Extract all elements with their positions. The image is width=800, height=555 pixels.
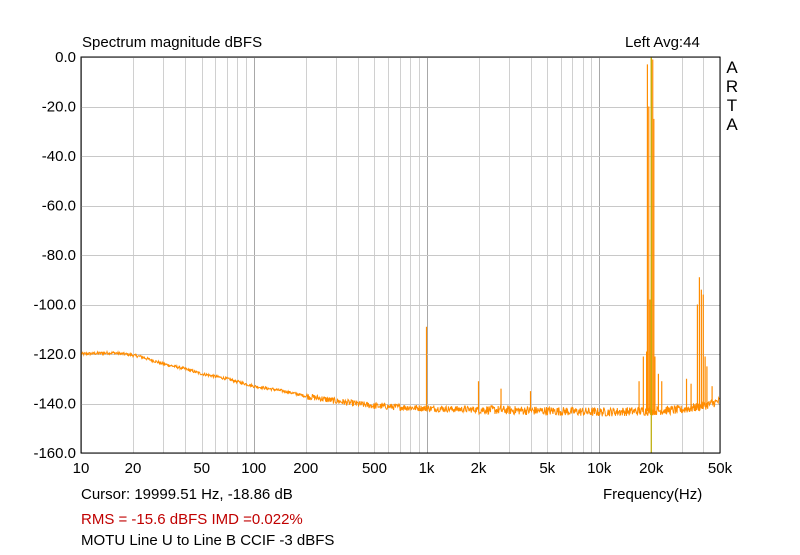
y-tick-label: -160.0 bbox=[33, 445, 76, 462]
y-tick-labels: 0.0 -20.0 -40.0 -60.0 -80.0 -100.0 -120.0 -140.… bbox=[33, 49, 76, 462]
x-tick-label: 5k bbox=[539, 460, 555, 477]
y-tick-label: -100.0 bbox=[33, 297, 76, 314]
grid-lines bbox=[81, 57, 721, 454]
y-tick-label: 0.0 bbox=[55, 49, 76, 66]
y-tick-label: -120.0 bbox=[33, 346, 76, 363]
y-tick-label: -20.0 bbox=[42, 99, 76, 116]
x-tick-label: 200 bbox=[293, 460, 318, 477]
x-tick-label: 10 bbox=[73, 460, 90, 477]
x-tick-label: 50 bbox=[193, 460, 210, 477]
brand-letter: R bbox=[725, 77, 739, 96]
brand-logo: A R T A bbox=[724, 58, 740, 134]
y-tick-label: -60.0 bbox=[42, 198, 76, 215]
x-tick-label: 50k bbox=[708, 460, 733, 477]
cursor-readout: Cursor: 19999.51 Hz, -18.86 dB bbox=[81, 486, 293, 503]
measurement-caption: MOTU Line U to Line B CCIF -3 dBFS bbox=[81, 532, 335, 549]
plot-frame bbox=[80, 56, 721, 454]
x-tick-label: 100 bbox=[241, 460, 266, 477]
x-tick-label: 20 bbox=[125, 460, 142, 477]
brand-letter: T bbox=[726, 96, 738, 115]
x-axis-label: Frequency(Hz) bbox=[603, 486, 703, 503]
x-tick-label: 1k bbox=[419, 460, 435, 477]
x-tick-label: 2k bbox=[471, 460, 487, 477]
y-tick-label: -40.0 bbox=[42, 148, 76, 165]
chart-title: Spectrum magnitude dBFS bbox=[82, 34, 263, 51]
brand-letter: A bbox=[726, 58, 738, 77]
x-tick-label: 500 bbox=[362, 460, 387, 477]
x-tick-label: 10k bbox=[587, 460, 612, 477]
spectrum-noise-floor bbox=[80, 349, 721, 417]
brand-letter: A bbox=[726, 115, 738, 134]
channel-avg-label: Left Avg:44 bbox=[625, 34, 700, 51]
x-tick-labels: 10 20 50 100 200 500 1k 2k 5k 10k 20k 50k bbox=[73, 460, 733, 477]
y-tick-label: -80.0 bbox=[42, 247, 76, 264]
rms-imd-readout: RMS = -15.6 dBFS IMD =0.022% bbox=[81, 511, 303, 528]
x-tick-label: 20k bbox=[639, 460, 664, 477]
y-tick-label: -140.0 bbox=[33, 396, 76, 413]
